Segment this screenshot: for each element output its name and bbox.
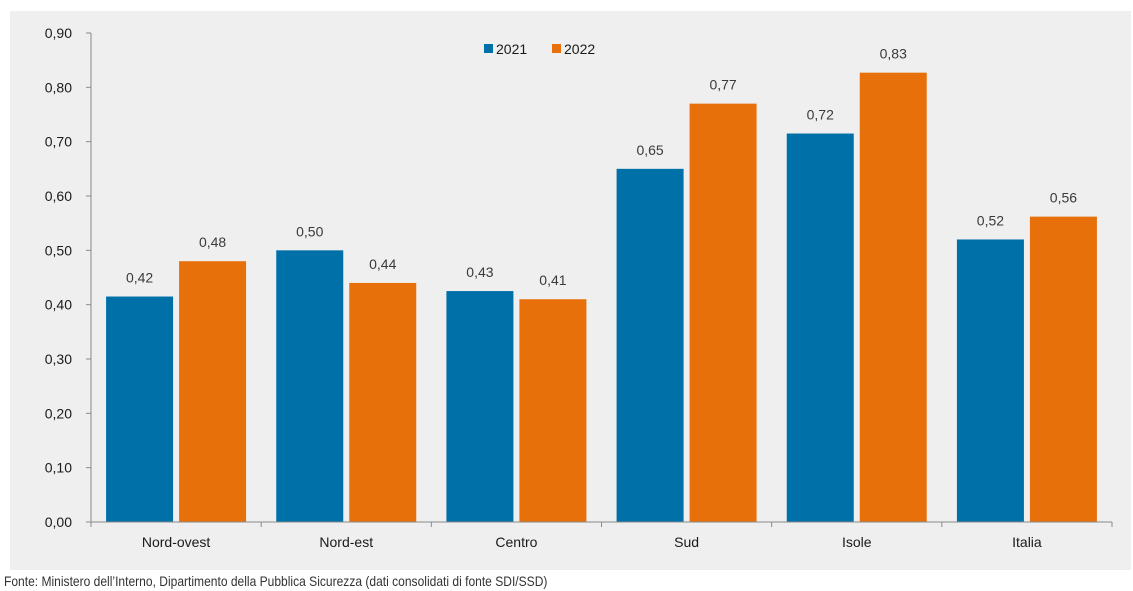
category-label: Centro (495, 534, 537, 550)
y-tick-label: 0,00 (45, 514, 72, 530)
bar-2022-centro (519, 299, 587, 522)
category-label: Nord-ovest (142, 534, 211, 550)
data-label: 0,48 (199, 234, 226, 250)
bar-2022-nord-est (349, 282, 417, 522)
x-axis-ticks (90, 522, 1113, 527)
bar-2022-sud (689, 103, 757, 522)
bar-2021-nord-ovest (106, 296, 174, 522)
y-tick-label: 0,20 (45, 405, 72, 421)
y-tick-label: 0,70 (45, 134, 72, 150)
data-label: 0,52 (977, 212, 1004, 228)
bar-2021-sud (616, 168, 684, 523)
value-labels-group: 0,42 0,48 0,50 0,44 0,43 0,41 0,65 0,77 0,72 0,83… (126, 46, 1077, 289)
category-label: Isole (842, 534, 872, 550)
bar-2021-isole (786, 133, 854, 522)
source-note: Fonte: Ministero dell’Interno, Dipartime… (4, 573, 548, 589)
data-label: 0,41 (539, 272, 566, 288)
bar-2022-nord-ovest (179, 261, 247, 522)
legend-swatch-2021 (484, 44, 493, 53)
category-label: Nord-est (319, 534, 373, 550)
legend: 2021 2022 (484, 41, 595, 57)
y-tick-label: 0,60 (45, 188, 72, 204)
bar-2021-centro (446, 291, 514, 522)
data-label: 0,77 (709, 77, 736, 93)
data-label: 0,56 (1050, 190, 1077, 206)
y-axis-ticks: 0,00 0,10 0,20 0,30 0,40 0,50 0,60 0,70 0,80 0,90 (45, 25, 91, 530)
data-label: 0,43 (466, 264, 493, 280)
data-label: 0,42 (126, 270, 153, 286)
y-tick-label: 0,30 (45, 351, 72, 367)
legend-swatch-2022 (552, 44, 561, 53)
y-tick-label: 0,40 (45, 297, 72, 313)
bar-2021-nord-est (276, 250, 344, 523)
legend-label: 2021 (496, 41, 527, 57)
y-tick-label: 0,50 (45, 242, 72, 258)
bar-2022-italia (1029, 216, 1097, 522)
y-tick-label: 0,80 (45, 79, 72, 95)
y-tick-label: 0,10 (45, 460, 72, 476)
bar-2022-isole (859, 72, 927, 522)
data-label: 0,44 (369, 256, 396, 272)
bars-group (106, 72, 1097, 523)
y-tick-label: 0,90 (45, 25, 72, 41)
category-label: Italia (1012, 534, 1042, 550)
legend-label: 2022 (564, 41, 595, 57)
bar-2021-italia (956, 239, 1024, 522)
data-label: 0,65 (636, 142, 663, 158)
category-label: Sud (674, 534, 699, 550)
data-label: 0,72 (807, 107, 834, 123)
chart-panel: 0,00 0,10 0,20 0,30 0,40 0,50 0,60 0,70 0,80 0,90… (10, 11, 1131, 570)
category-labels-group: Nord-ovest Nord-est Centro Sud Isole Italia (142, 534, 1042, 550)
bar-chart: 0,00 0,10 0,20 0,30 0,40 0,50 0,60 0,70 0,80 0,90… (45, 25, 1113, 550)
data-label: 0,83 (880, 46, 907, 62)
data-label: 0,50 (296, 223, 323, 239)
